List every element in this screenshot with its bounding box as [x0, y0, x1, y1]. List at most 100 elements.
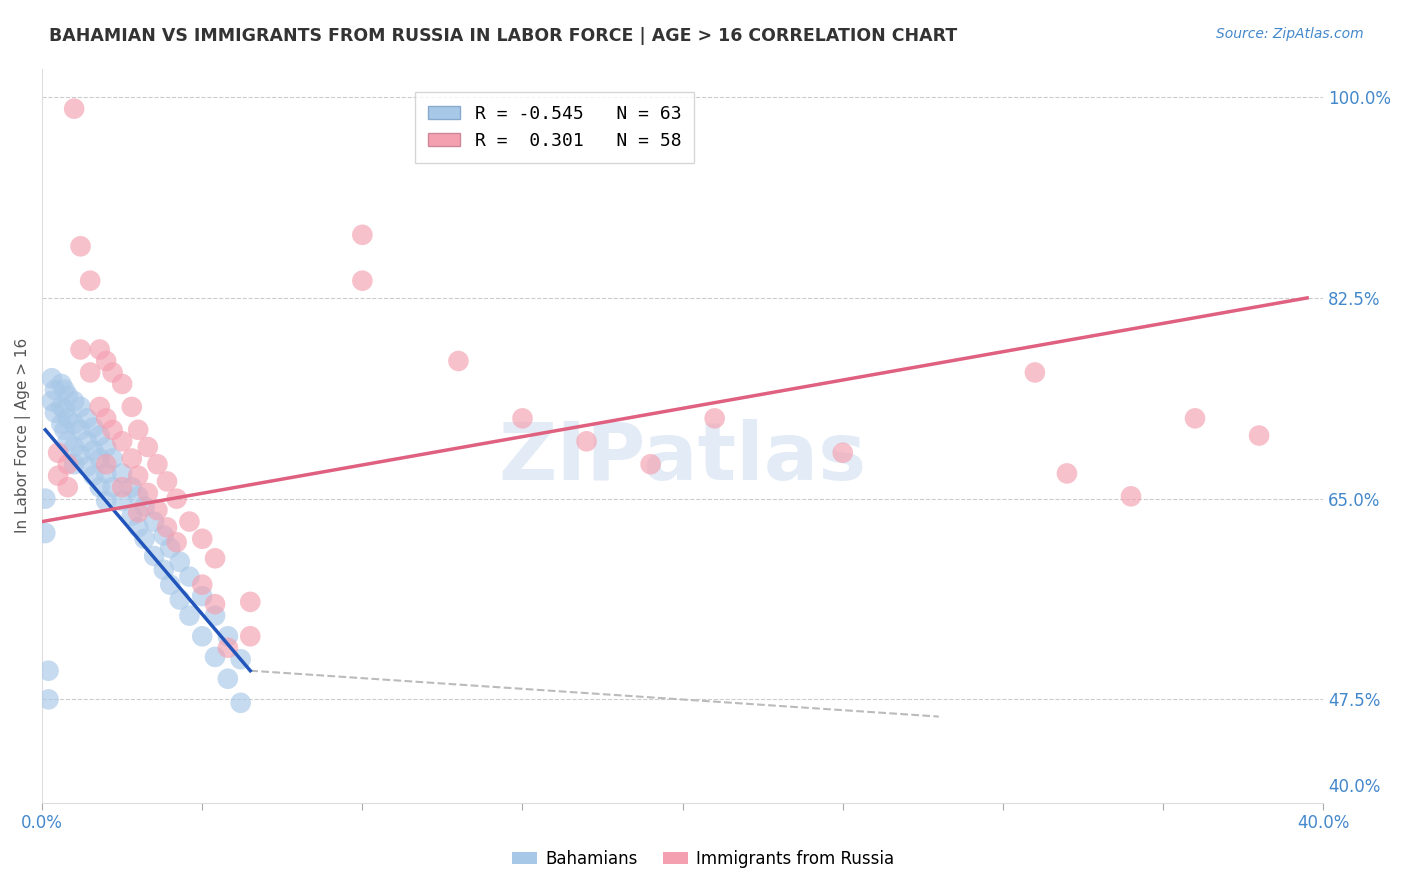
- Point: [56, 411, 79, 425]
- Point: [89, 451, 111, 466]
- Point: [41, 394, 63, 409]
- Point: [229, 652, 252, 666]
- Legend: R = -0.545   N = 63, R =  0.301   N = 58: R = -0.545 N = 63, R = 0.301 N = 58: [415, 92, 695, 162]
- Point: [217, 672, 239, 686]
- Point: [1119, 489, 1142, 503]
- Point: [204, 597, 226, 611]
- Point: [121, 480, 143, 494]
- Point: [89, 428, 111, 442]
- Point: [69, 448, 91, 462]
- Point: [96, 411, 118, 425]
- Point: [169, 592, 191, 607]
- Point: [96, 440, 118, 454]
- Point: [217, 629, 239, 643]
- Text: BAHAMIAN VS IMMIGRANTS FROM RUSSIA IN LABOR FORCE | AGE > 16 CORRELATION CHART: BAHAMIAN VS IMMIGRANTS FROM RUSSIA IN LA…: [49, 27, 957, 45]
- Point: [76, 434, 98, 449]
- Point: [204, 551, 226, 566]
- Point: [101, 366, 124, 380]
- Point: [136, 486, 159, 500]
- Point: [143, 515, 166, 529]
- Point: [89, 400, 111, 414]
- Point: [127, 505, 149, 519]
- Point: [82, 420, 104, 434]
- Point: [1024, 366, 1046, 380]
- Point: [63, 440, 86, 454]
- Point: [153, 563, 176, 577]
- Point: [575, 434, 598, 449]
- Text: ZIPatlas: ZIPatlas: [499, 418, 866, 497]
- Point: [51, 400, 73, 414]
- Point: [146, 503, 169, 517]
- Point: [204, 649, 226, 664]
- Point: [96, 494, 118, 508]
- Point: [111, 480, 134, 494]
- Point: [179, 569, 201, 583]
- Point: [53, 383, 76, 397]
- Point: [69, 400, 91, 414]
- Point: [56, 480, 79, 494]
- Point: [44, 383, 66, 397]
- Point: [156, 475, 179, 489]
- Point: [38, 664, 60, 678]
- Point: [96, 457, 118, 471]
- Point: [111, 434, 134, 449]
- Point: [79, 366, 101, 380]
- Point: [69, 423, 91, 437]
- Point: [34, 526, 56, 541]
- Point: [51, 376, 73, 391]
- Point: [153, 528, 176, 542]
- Point: [239, 629, 262, 643]
- Point: [134, 500, 156, 514]
- Point: [63, 457, 86, 471]
- Point: [96, 354, 118, 368]
- Point: [127, 489, 149, 503]
- Legend: Bahamians, Immigrants from Russia: Bahamians, Immigrants from Russia: [505, 844, 901, 875]
- Point: [239, 595, 262, 609]
- Point: [127, 520, 149, 534]
- Point: [63, 102, 86, 116]
- Point: [79, 274, 101, 288]
- Point: [136, 440, 159, 454]
- Point: [179, 608, 201, 623]
- Point: [217, 640, 239, 655]
- Point: [204, 608, 226, 623]
- Point: [89, 480, 111, 494]
- Point: [1249, 428, 1271, 442]
- Point: [146, 457, 169, 471]
- Point: [111, 376, 134, 391]
- Point: [111, 494, 134, 508]
- Point: [69, 343, 91, 357]
- Point: [169, 555, 191, 569]
- Point: [53, 423, 76, 437]
- Point: [44, 406, 66, 420]
- Point: [191, 589, 214, 603]
- Point: [101, 451, 124, 466]
- Point: [34, 491, 56, 506]
- Point: [121, 400, 143, 414]
- Point: [51, 417, 73, 431]
- Point: [121, 451, 143, 466]
- Point: [1184, 411, 1206, 425]
- Point: [191, 629, 214, 643]
- Point: [143, 549, 166, 563]
- Point: [96, 467, 118, 481]
- Point: [53, 402, 76, 417]
- Point: [41, 371, 63, 385]
- Point: [38, 692, 60, 706]
- Point: [56, 434, 79, 449]
- Point: [101, 480, 124, 494]
- Point: [89, 343, 111, 357]
- Point: [134, 532, 156, 546]
- Point: [46, 468, 69, 483]
- Point: [156, 520, 179, 534]
- Point: [63, 394, 86, 409]
- Point: [512, 411, 534, 425]
- Point: [63, 417, 86, 431]
- Point: [76, 411, 98, 425]
- Point: [82, 443, 104, 458]
- Point: [46, 446, 69, 460]
- Point: [127, 468, 149, 483]
- Point: [56, 457, 79, 471]
- Point: [121, 508, 143, 523]
- Point: [56, 388, 79, 402]
